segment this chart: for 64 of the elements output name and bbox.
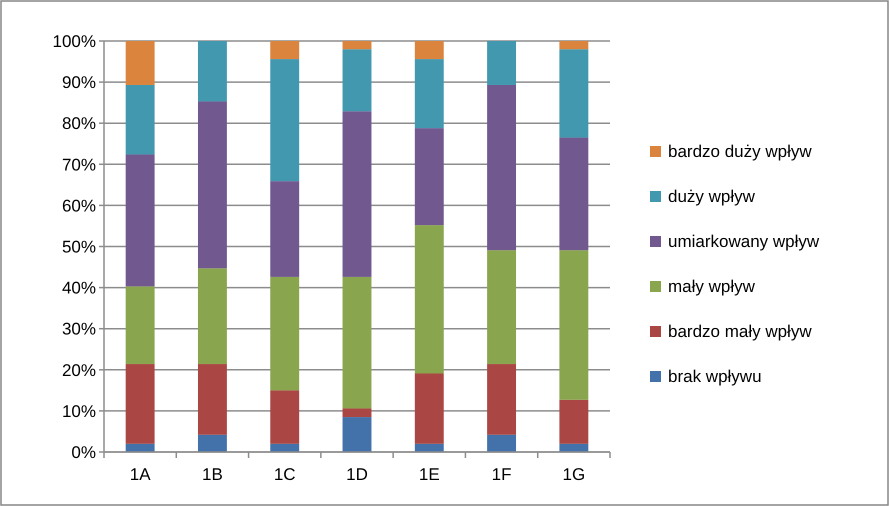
bar [487,250,516,364]
bar [198,41,227,102]
bar [559,400,588,444]
bar [487,84,516,250]
bar [414,374,444,444]
bar [126,286,155,364]
legend-label: duży wpływ [668,186,756,206]
bar [559,444,588,452]
bar [270,41,300,60]
y-tick-label: 30% [62,320,96,339]
bar [487,364,516,435]
y-tick-label: 70% [62,155,96,174]
bar [342,276,372,408]
bar [126,364,155,444]
bar [198,268,227,364]
x-tick-label: 1B [202,465,223,484]
y-tick-label: 0% [71,442,96,462]
bar [414,128,444,226]
x-tick-label: 1E [418,465,440,484]
bar [414,225,444,374]
x-tick-label: 1G [562,465,586,484]
bar [270,59,300,182]
bar [342,41,372,50]
bar [487,41,516,85]
y-tick-label: 50% [62,237,96,256]
legend-label: mały wpływ [668,276,756,296]
y-tick-label: 40% [62,278,96,298]
legend-label: bardzo duży wpływ [668,142,812,161]
bar [342,49,372,112]
y-tick-label: 10% [62,402,96,421]
legend-label: umiarkowany wpływ [668,232,820,251]
y-tick-label: 90% [62,73,96,92]
bar [126,84,155,154]
y-tick-label: 20% [62,360,96,380]
bar [559,250,588,400]
y-tick-label: 60% [62,196,96,216]
bar [487,434,516,452]
bar [270,390,300,444]
legend-label: brak wpływu [668,366,762,386]
bar [198,364,227,435]
bar [559,41,588,50]
y-tick-label: 100% [52,32,96,51]
bar [414,41,444,60]
bar [414,59,444,128]
bar [342,417,372,452]
bar [270,181,300,277]
bar [270,444,300,452]
bar [414,444,444,452]
bar [559,49,588,138]
bar [126,41,155,85]
bar [126,444,155,452]
y-tick-label: 80% [62,114,96,134]
bar [342,111,372,277]
bar [198,101,227,268]
x-tick-label: 1C [274,465,296,484]
bar [126,154,155,286]
bar [270,276,300,390]
bar [198,434,227,452]
bar [559,138,588,250]
x-tick-label: 1D [346,465,368,484]
x-tick-label: 1A [130,465,152,484]
bar [342,408,372,418]
x-tick-label: 1F [492,465,512,484]
legend-label: bardzo mały wpływ [668,322,812,341]
